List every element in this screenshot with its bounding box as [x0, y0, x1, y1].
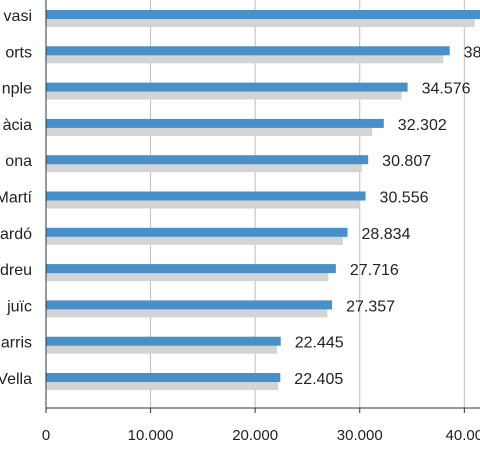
bar-series-1 — [46, 373, 281, 382]
data-label: 28.834 — [362, 226, 411, 243]
category-label: ardó — [0, 226, 32, 243]
data-label: 27.357 — [346, 298, 395, 315]
x-axis: 0 10.000 20.000 30.000 40.00 — [42, 0, 480, 444]
bar-series-1 — [46, 264, 336, 274]
category-label: ona — [5, 153, 32, 170]
category-label: Martí — [0, 190, 33, 207]
bar-series-1 — [46, 191, 366, 201]
data-label: 32.302 — [398, 117, 447, 134]
bar-series-1 — [46, 118, 384, 128]
bar-series-2 — [46, 308, 328, 318]
data-label: 30.556 — [380, 190, 429, 207]
bar-series-1 — [46, 336, 281, 346]
bar-series-2 — [46, 18, 475, 27]
bars — [46, 10, 480, 390]
bar-series-2 — [46, 126, 373, 136]
bar-series-2 — [46, 272, 329, 282]
x-tick-label: 40.00 — [446, 427, 480, 444]
bar-series-1 — [46, 10, 480, 19]
bar-series-2 — [46, 54, 444, 64]
category-label: arris — [1, 335, 32, 352]
category-label: nple — [2, 81, 32, 98]
category-label: Vella — [0, 371, 32, 388]
data-label: 27.716 — [350, 262, 399, 279]
category-label: vasi — [4, 8, 32, 25]
data-label: 30.807 — [382, 153, 431, 170]
category-label: àcia — [3, 117, 32, 134]
bar-series-1 — [46, 155, 369, 165]
bar-series-2 — [46, 90, 402, 100]
category-label: juïc — [6, 298, 32, 315]
category-label: dreu — [0, 262, 32, 279]
category-label: orts — [5, 44, 32, 61]
data-label: 34.576 — [422, 81, 471, 98]
bar-series-2 — [46, 344, 278, 354]
x-tick-label: 0 — [42, 427, 50, 444]
x-tick-label: 10.000 — [128, 427, 174, 444]
data-label: 22.405 — [294, 371, 343, 388]
bar-series-1 — [46, 300, 333, 310]
bar-series-2 — [46, 381, 279, 390]
bar-series-1 — [46, 46, 450, 56]
data-label: 38 — [464, 44, 480, 61]
labels: vasi orts 38 nple 34.576 àcia 32.302 ona 30.807 M… — [0, 8, 480, 388]
bar-series-1 — [46, 82, 408, 92]
x-tick-label: 30.000 — [337, 427, 383, 444]
bar-series-2 — [46, 235, 344, 245]
bar-series-2 — [46, 199, 360, 209]
bar-series-1 — [46, 227, 348, 237]
x-tick-label: 20.000 — [232, 427, 278, 444]
bar-series-2 — [46, 163, 362, 173]
data-label: 22.445 — [295, 335, 344, 352]
